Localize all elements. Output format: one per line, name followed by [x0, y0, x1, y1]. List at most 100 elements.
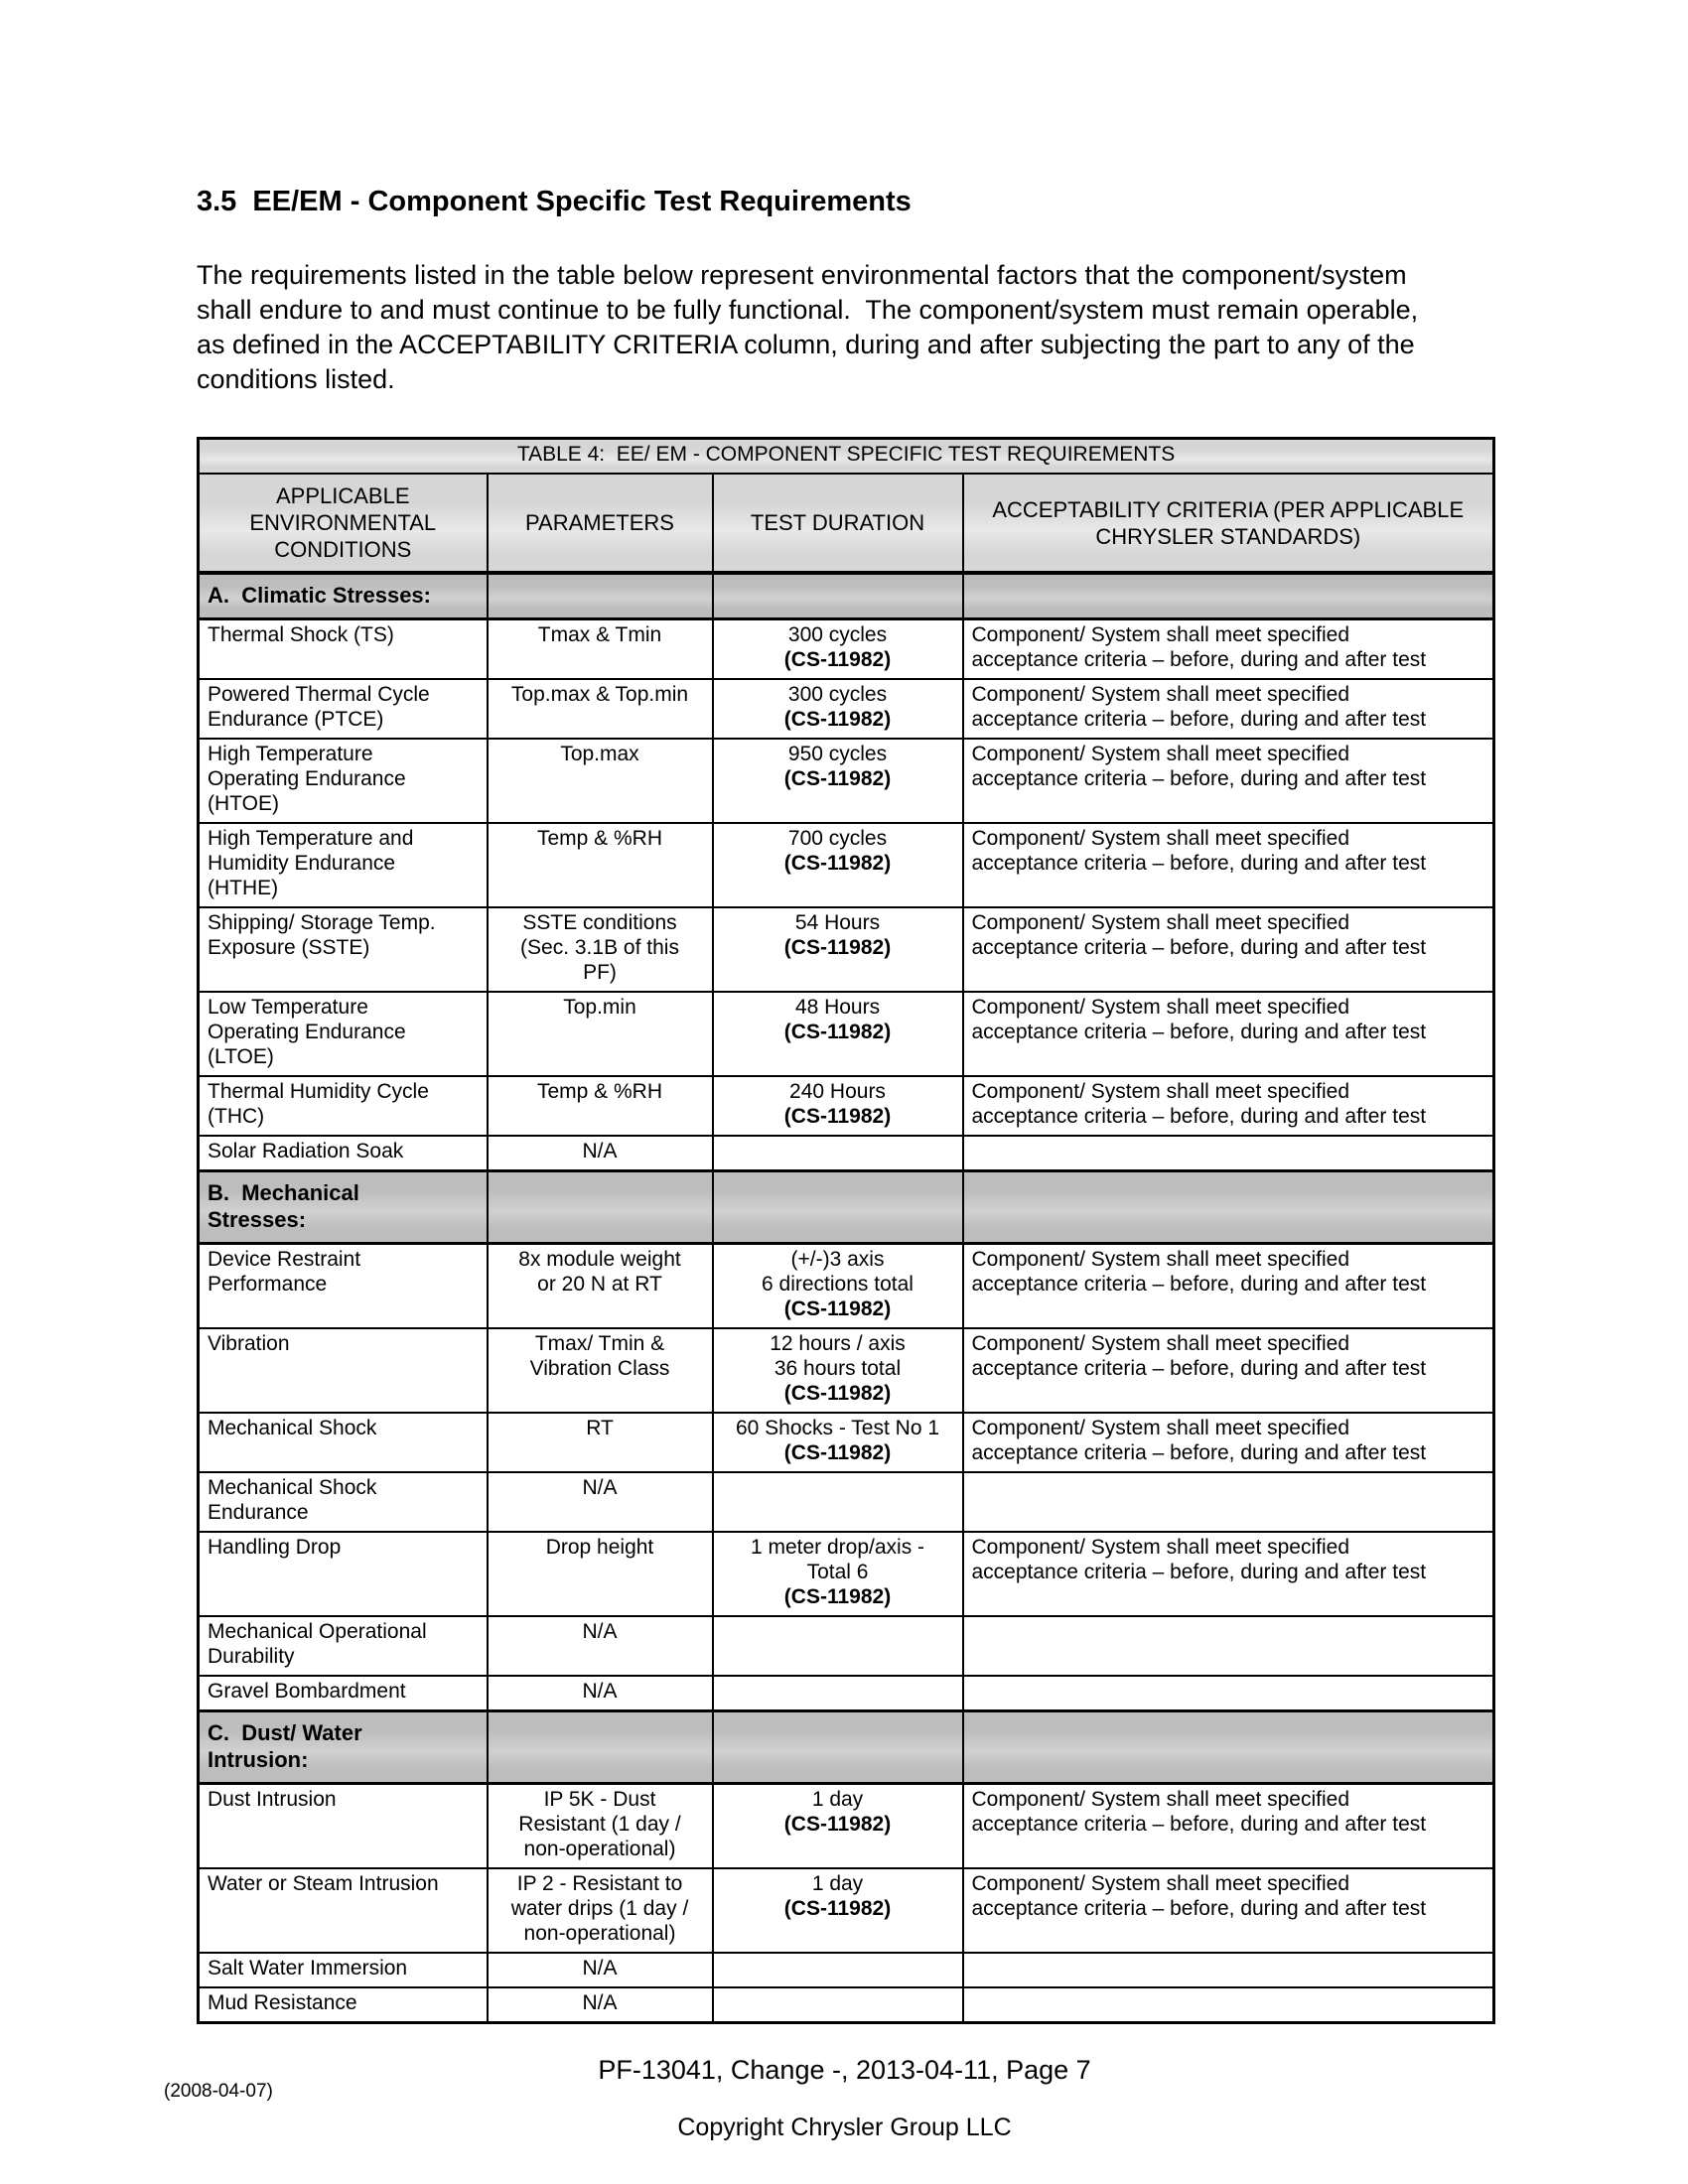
- parameters-cell: N/A: [486, 1615, 714, 1677]
- cell-line: Salt Water Immersion: [208, 1957, 408, 1979]
- cell-line: Component/ System shall meet specified: [971, 683, 1350, 706]
- cell-line: B. Mechanical: [208, 1180, 359, 1205]
- cell-line: CHRYSLER STANDARDS): [1095, 523, 1361, 549]
- cell-line: acceptance criteria – before, during and…: [971, 1897, 1427, 1920]
- section-label: B. Mechanical Stresses:: [197, 1169, 489, 1245]
- table-row: Solar Radiation Soak N/A: [197, 1135, 1495, 1172]
- criteria-cell: [961, 1952, 1495, 1988]
- cell-line: acceptance criteria – before, during and…: [971, 1021, 1427, 1043]
- parameters-cell: N/A: [486, 1986, 714, 2024]
- column-header: PARAMETERS: [486, 473, 714, 575]
- table-row: Thermal Shock (TS) Tmax & Tmin 300 cycles(…: [197, 617, 1495, 680]
- duration-line: 950 cycles: [787, 743, 888, 765]
- duration-cell: 1 day (CS-11982): [711, 1782, 964, 1869]
- cell-line: N/A: [582, 1620, 618, 1643]
- duration-cell: 12 hours / axis 36 hours total (CS-11982): [711, 1327, 964, 1414]
- parameters-cell: Temp & %RH: [486, 1075, 714, 1137]
- condition-cell: Mechanical Shock: [197, 1412, 489, 1473]
- standard-code: (CS-11982): [783, 1897, 892, 1920]
- cell-line: Handling Drop: [208, 1536, 342, 1559]
- cell-line: 8x module weight: [518, 1248, 681, 1271]
- duration-cell: 240 Hours (CS-11982): [711, 1075, 964, 1137]
- cell-line: Solar Radiation Soak: [208, 1140, 404, 1162]
- cell-line: acceptance criteria – before, during and…: [971, 708, 1427, 731]
- parameters-cell: IP 5K - Dust Resistant (1 day / non-operat…: [486, 1782, 714, 1869]
- condition-cell: Solar Radiation Soak: [197, 1135, 489, 1172]
- cell-line: Vibration Class: [529, 1357, 670, 1380]
- cell-line: TEST DURATION: [750, 510, 925, 535]
- standard-code: (CS-11982): [783, 1382, 892, 1405]
- cell-line: Shipping/ Storage Temp.: [208, 911, 436, 934]
- table-row: Salt Water Immersion N/A: [197, 1952, 1495, 1988]
- cell-line: acceptance criteria – before, during and…: [971, 1273, 1427, 1296]
- condition-cell: Mechanical Shock Endurance: [197, 1471, 489, 1533]
- table-row: Water or Steam Intrusion IP 2 - Resistant…: [197, 1867, 1495, 1954]
- duration-line: 36 hours total: [774, 1357, 902, 1380]
- parameters-cell: Tmax & Tmin: [486, 617, 714, 680]
- cell-line: Dust Intrusion: [208, 1788, 337, 1811]
- cell-line: Humidity Endurance: [208, 852, 396, 875]
- section-row: A. Climatic Stresses:: [197, 571, 1495, 620]
- cell-line: Component/ System shall meet specified: [971, 827, 1350, 850]
- cell-line: acceptance criteria – before, during and…: [971, 1357, 1427, 1380]
- cell-line: RT: [586, 1417, 614, 1439]
- cell-line: Operating Endurance: [208, 1021, 406, 1043]
- cell-line: Component/ System shall meet specified: [971, 1872, 1350, 1895]
- copyright: Copyright Chrysler Group LLC: [677, 2114, 1012, 2141]
- cell-line: SSTE conditions: [522, 911, 677, 934]
- table-row: Shipping/ Storage Temp. Exposure (SSTE) SS…: [197, 906, 1495, 993]
- cell-line: IP 5K - Dust: [543, 1788, 656, 1811]
- criteria-cell: [961, 1135, 1495, 1172]
- cell-line: acceptance criteria – before, during and…: [971, 852, 1427, 875]
- cell-line: non-operational): [523, 1922, 676, 1945]
- duration-line: 300 cycles: [787, 683, 888, 706]
- cell-line: Component/ System shall meet specified: [971, 1248, 1350, 1271]
- parameters-cell: 8x module weight or 20 N at RT: [486, 1242, 714, 1329]
- standard-code: (CS-11982): [783, 852, 892, 875]
- table-row: Low Temperature Operating Endurance (LTOE)…: [197, 991, 1495, 1077]
- duration-cell: 48 Hours (CS-11982): [711, 991, 964, 1077]
- criteria-cell: Component/ System shall meet specified ac…: [961, 991, 1495, 1077]
- cell-line: acceptance criteria – before, during and…: [971, 1813, 1427, 1836]
- parameters-cell: RT: [486, 1412, 714, 1473]
- condition-cell: Mud Resistance: [197, 1986, 489, 2024]
- duration-line: (+/-)3 axis: [790, 1248, 885, 1271]
- criteria-cell: Component/ System shall meet specified ac…: [961, 678, 1495, 740]
- cell-line: Thermal Humidity Cycle: [208, 1080, 429, 1103]
- table-header-row: APPLICABLE ENVIRONMENTAL CONDITIONS PARAMET…: [197, 473, 1495, 575]
- condition-cell: Powered Thermal Cycle Endurance (PTCE): [197, 678, 489, 740]
- cell-line: Performance: [208, 1273, 328, 1296]
- duration-line: 700 cycles: [787, 827, 888, 850]
- duration-cell: 1 day (CS-11982): [711, 1867, 964, 1954]
- cell-line: Component/ System shall meet specified: [971, 1788, 1350, 1811]
- duration-line: 54 Hours: [794, 911, 881, 934]
- cell-line: Tmax & Tmin: [537, 623, 662, 646]
- section-label: C. Dust/ Water Intrusion:: [197, 1709, 489, 1785]
- cell-line: Top.max: [560, 743, 639, 765]
- table-row: Dust Intrusion IP 5K - Dust Resistant (1 d…: [197, 1782, 1495, 1869]
- cell-line: C. Dust/ Water: [208, 1720, 362, 1745]
- duration-cell: 300 cycles (CS-11982): [711, 617, 964, 680]
- standard-code: (CS-11982): [783, 1813, 892, 1836]
- table-row: Thermal Humidity Cycle (THC) Temp & %RH 240…: [197, 1075, 1495, 1137]
- condition-cell: Handling Drop: [197, 1531, 489, 1617]
- cell-line: Component/ System shall meet specified: [971, 1536, 1350, 1559]
- table-row: Gravel Bombardment N/A: [197, 1675, 1495, 1712]
- criteria-cell: Component/ System shall meet specified ac…: [961, 1327, 1495, 1414]
- duration-cell: 300 cycles (CS-11982): [711, 678, 964, 740]
- parameters-cell: Temp & %RH: [486, 822, 714, 908]
- cell-line: Stresses:: [208, 1207, 307, 1232]
- cell-line: or 20 N at RT: [537, 1273, 662, 1296]
- duration-cell: [711, 1135, 964, 1172]
- cell-line: Tmax/ Tmin &: [534, 1332, 665, 1355]
- intro-paragraph: The requirements listed in the table bel…: [197, 260, 1419, 394]
- cell-line: Component/ System shall meet specified: [971, 996, 1350, 1019]
- condition-cell: Shipping/ Storage Temp. Exposure (SSTE): [197, 906, 489, 993]
- cell-line: (LTOE): [208, 1045, 274, 1068]
- cell-line: Mechanical Shock: [208, 1476, 377, 1499]
- cell-line: (HTHE): [208, 877, 279, 899]
- duration-cell: [711, 1615, 964, 1677]
- cell-line: acceptance criteria – before, during and…: [971, 1561, 1427, 1583]
- duration-cell: [711, 1952, 964, 1988]
- cell-line: Mud Resistance: [208, 1991, 357, 2014]
